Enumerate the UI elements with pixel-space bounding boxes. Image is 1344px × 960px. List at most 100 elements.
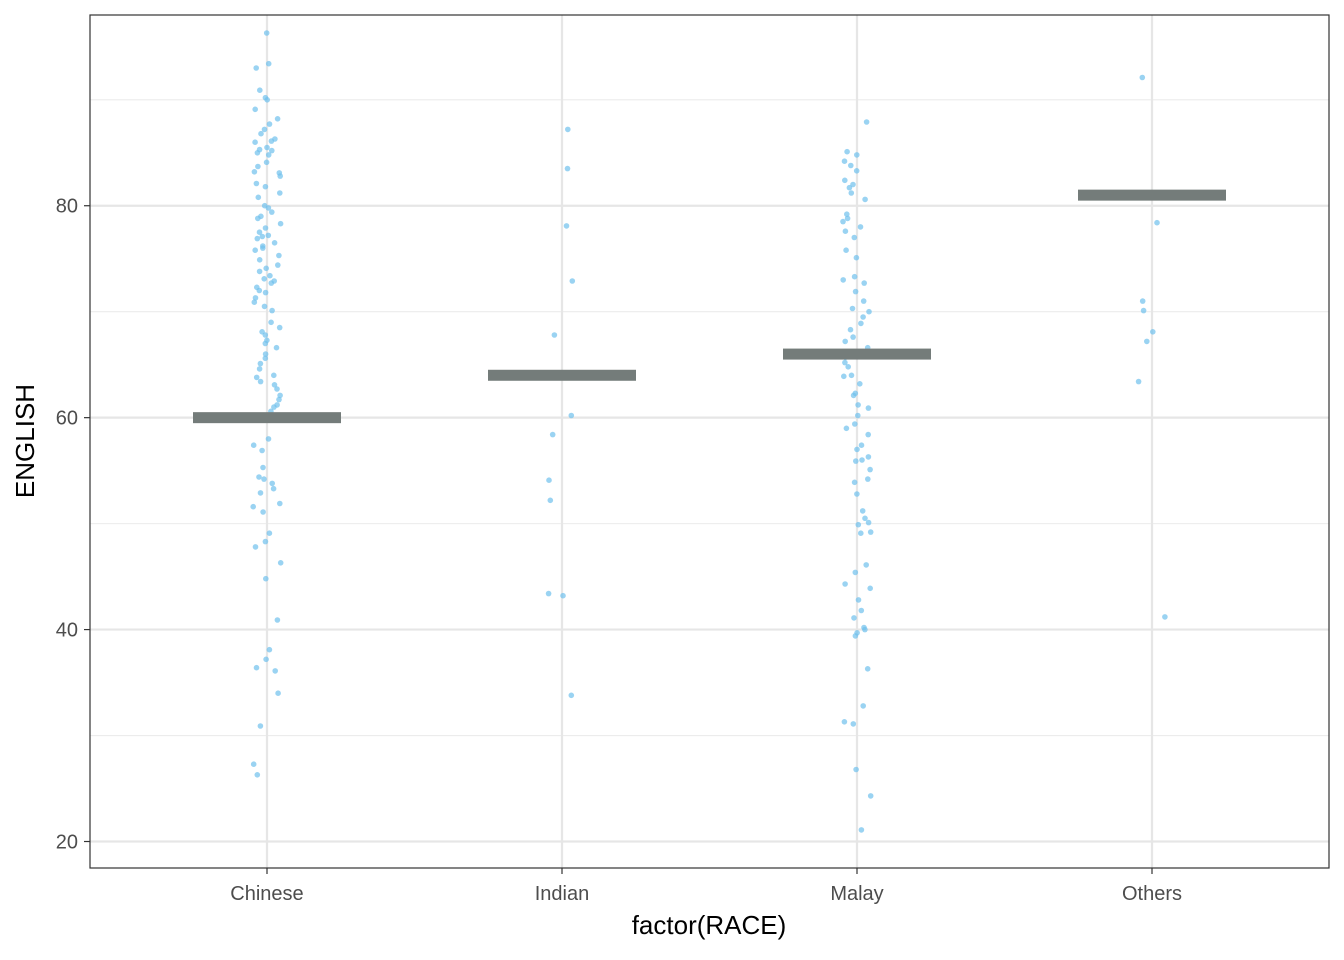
data-point xyxy=(568,412,575,419)
data-point xyxy=(265,60,272,67)
data-point xyxy=(841,373,847,380)
data-point xyxy=(257,87,263,93)
data-point xyxy=(252,139,258,145)
mean-bar xyxy=(783,348,931,360)
data-point xyxy=(273,344,280,351)
data-point xyxy=(253,65,259,71)
data-point xyxy=(262,340,269,347)
data-point xyxy=(268,138,275,144)
data-point xyxy=(257,490,264,496)
data-point xyxy=(853,458,859,464)
data-point xyxy=(842,228,849,234)
data-point xyxy=(547,497,554,504)
data-point xyxy=(262,332,269,338)
data-point xyxy=(263,265,270,272)
data-point xyxy=(842,177,848,184)
plot-panel-border xyxy=(89,14,1330,869)
data-point xyxy=(271,240,278,246)
y-tick-label: 60 xyxy=(56,408,78,430)
data-point xyxy=(851,234,858,241)
data-point xyxy=(568,692,575,699)
data-point xyxy=(867,793,874,799)
data-point xyxy=(867,466,873,473)
data-point xyxy=(842,338,848,345)
data-point xyxy=(277,392,283,399)
data-point xyxy=(261,276,268,282)
data-point xyxy=(252,247,258,253)
data-point xyxy=(851,615,857,621)
data-point xyxy=(274,116,281,122)
data-point xyxy=(266,530,273,536)
data-point xyxy=(257,360,264,367)
data-point xyxy=(262,289,269,296)
data-points xyxy=(250,30,1168,833)
data-point xyxy=(265,152,272,158)
data-point xyxy=(253,180,260,187)
data-point xyxy=(846,184,853,191)
data-point xyxy=(262,351,269,357)
data-point xyxy=(549,431,556,438)
data-point xyxy=(268,280,275,286)
data-point xyxy=(867,585,873,592)
data-point xyxy=(853,168,860,174)
data-point xyxy=(275,262,281,268)
data-point xyxy=(852,421,858,427)
data-point xyxy=(563,223,570,229)
data-point xyxy=(251,169,258,175)
data-point xyxy=(277,190,283,196)
data-point xyxy=(855,402,861,408)
data-point xyxy=(855,521,862,528)
data-point xyxy=(266,121,273,127)
data-point xyxy=(258,130,264,137)
data-point xyxy=(271,404,277,410)
data-point xyxy=(844,211,850,217)
data-point xyxy=(854,152,860,158)
y-axis-title: ENGLISH xyxy=(10,384,40,498)
data-point xyxy=(263,30,270,36)
data-point xyxy=(277,220,284,227)
data-point xyxy=(262,355,269,362)
data-point xyxy=(277,560,284,566)
data-point xyxy=(840,277,846,283)
data-point xyxy=(267,272,273,279)
data-point xyxy=(274,386,280,392)
data-point xyxy=(859,508,866,514)
data-point xyxy=(265,232,272,239)
data-point xyxy=(252,106,258,113)
data-point xyxy=(858,607,865,614)
data-point xyxy=(264,97,271,103)
data-point xyxy=(843,425,850,432)
data-point xyxy=(269,480,276,487)
data-point xyxy=(858,530,864,536)
data-point xyxy=(858,320,864,327)
x-tick-label: Indian xyxy=(535,883,590,905)
data-point xyxy=(262,225,269,231)
data-point xyxy=(860,703,866,709)
data-point xyxy=(262,538,269,545)
data-point xyxy=(850,334,856,340)
data-point xyxy=(842,581,848,587)
data-point xyxy=(1154,219,1160,226)
data-point xyxy=(1144,338,1150,345)
data-point xyxy=(852,633,859,639)
data-point xyxy=(863,119,870,125)
data-point xyxy=(865,405,872,411)
data-point xyxy=(1139,298,1146,304)
data-point xyxy=(569,278,576,284)
data-point xyxy=(270,485,277,492)
data-point xyxy=(250,503,256,510)
x-tick-label: Malay xyxy=(830,883,883,905)
data-point xyxy=(263,656,269,663)
data-point xyxy=(546,477,552,484)
mean-bar xyxy=(193,412,341,424)
data-point xyxy=(269,209,275,215)
data-point xyxy=(857,224,864,230)
data-point xyxy=(265,205,272,211)
data-point xyxy=(1135,378,1142,385)
data-point xyxy=(848,372,855,379)
data-point xyxy=(841,158,848,164)
y-axis-ticks: 20 40 60 80 xyxy=(56,196,90,854)
x-tick-label: Others xyxy=(1122,883,1182,905)
data-point xyxy=(257,378,264,385)
mean-bar xyxy=(1078,189,1226,201)
